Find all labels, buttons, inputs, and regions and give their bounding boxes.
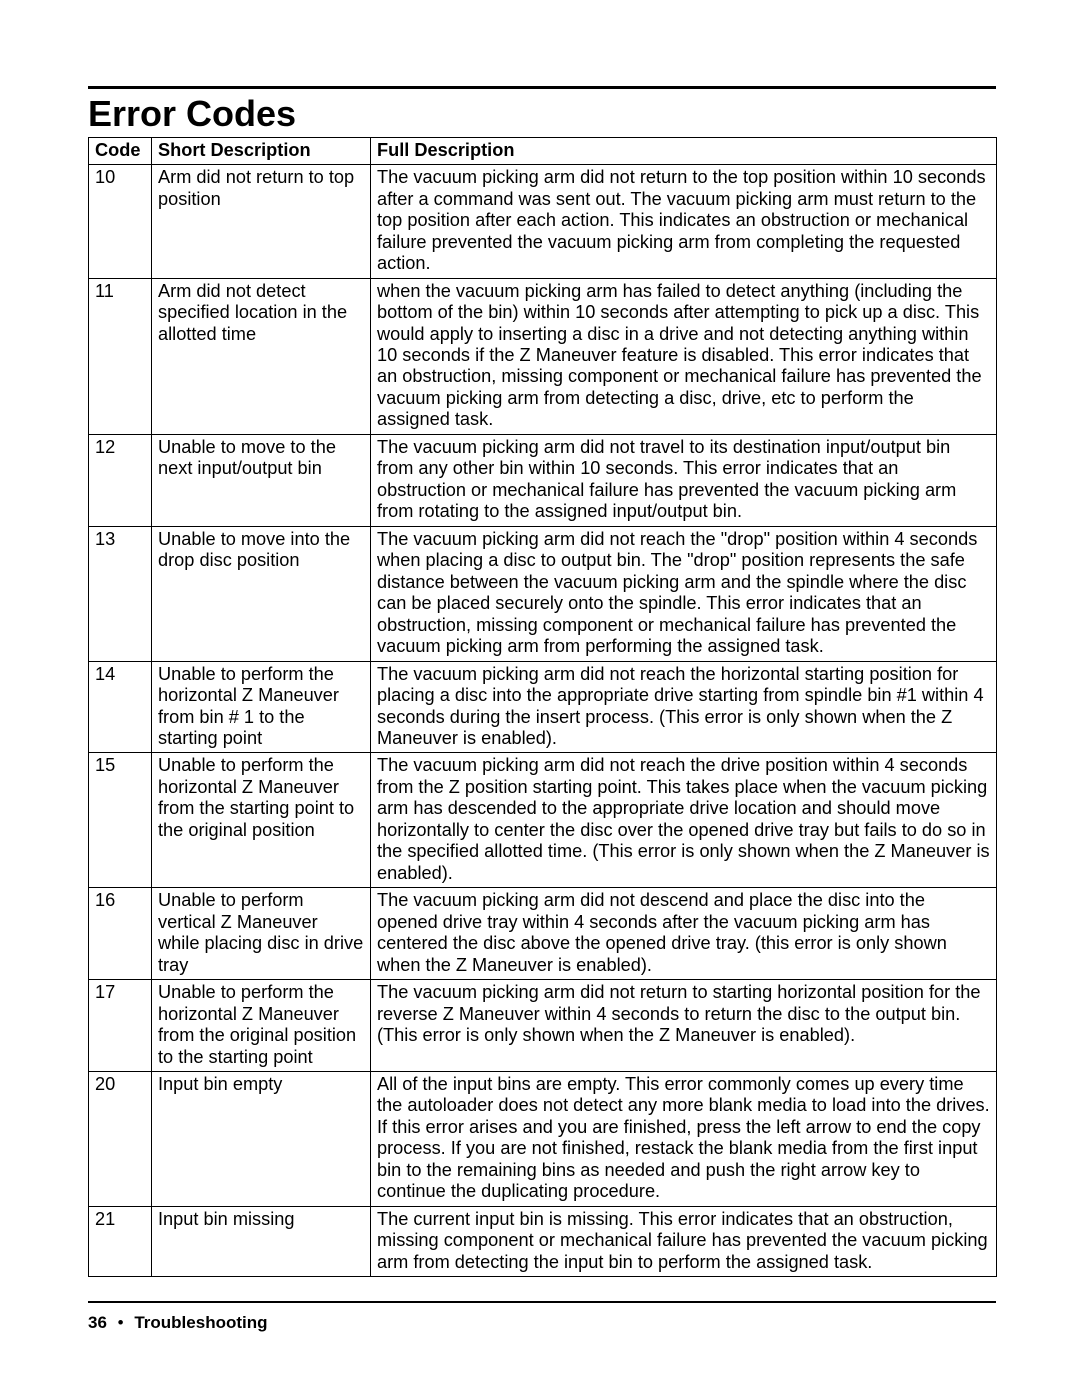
page-title: Error Codes bbox=[88, 95, 996, 133]
cell-short: Unable to perform the horizontal Z Maneu… bbox=[152, 661, 371, 753]
cell-full: All of the input bins are empty. This er… bbox=[371, 1072, 997, 1207]
table-row: 12 Unable to move to the next input/outp… bbox=[89, 434, 997, 526]
table-row: 21 Input bin missing The current input b… bbox=[89, 1206, 997, 1276]
table-header-row: Code Short Description Full Description bbox=[89, 137, 997, 164]
footer-rule bbox=[88, 1301, 996, 1303]
cell-code: 14 bbox=[89, 661, 152, 753]
col-header-full: Full Description bbox=[371, 137, 997, 164]
cell-full: The vacuum picking arm did not travel to… bbox=[371, 434, 997, 526]
cell-code: 20 bbox=[89, 1072, 152, 1207]
footer-text: 36 • Troubleshooting bbox=[88, 1313, 996, 1333]
cell-code: 15 bbox=[89, 753, 152, 888]
footer-page-number: 36 bbox=[88, 1313, 107, 1332]
footer-section: Troubleshooting bbox=[134, 1313, 267, 1332]
cell-code: 21 bbox=[89, 1206, 152, 1276]
cell-full: The vacuum picking arm did not return to… bbox=[371, 980, 997, 1072]
cell-short: Arm did not return to top position bbox=[152, 165, 371, 278]
cell-short: Input bin missing bbox=[152, 1206, 371, 1276]
cell-short: Unable to perform the horizontal Z Maneu… bbox=[152, 980, 371, 1072]
table-row: 11 Arm did not detect specified location… bbox=[89, 278, 997, 434]
cell-full: The vacuum picking arm did not reach the… bbox=[371, 526, 997, 661]
cell-full: The current input bin is missing. This e… bbox=[371, 1206, 997, 1276]
page-footer: 36 • Troubleshooting bbox=[88, 1301, 996, 1333]
col-header-code: Code bbox=[89, 137, 152, 164]
table-row: 16 Unable to perform vertical Z Maneuver… bbox=[89, 888, 997, 980]
footer-bullet-icon: • bbox=[112, 1313, 130, 1332]
cell-short: Unable to move into the drop disc positi… bbox=[152, 526, 371, 661]
cell-short: Arm did not detect specified location in… bbox=[152, 278, 371, 434]
cell-code: 16 bbox=[89, 888, 152, 980]
cell-short: Unable to perform the horizontal Z Maneu… bbox=[152, 753, 371, 888]
cell-short: Unable to perform vertical Z Maneuver wh… bbox=[152, 888, 371, 980]
table-row: 10 Arm did not return to top position Th… bbox=[89, 165, 997, 278]
cell-short: Input bin empty bbox=[152, 1072, 371, 1207]
table-row: 15 Unable to perform the horizontal Z Ma… bbox=[89, 753, 997, 888]
cell-code: 12 bbox=[89, 434, 152, 526]
cell-code: 13 bbox=[89, 526, 152, 661]
cell-code: 10 bbox=[89, 165, 152, 278]
page: Error Codes Code Short Description Full … bbox=[0, 0, 1080, 1397]
content-area: Error Codes Code Short Description Full … bbox=[88, 86, 996, 1277]
error-codes-table: Code Short Description Full Description … bbox=[88, 137, 997, 1277]
cell-full: The vacuum picking arm did not descend a… bbox=[371, 888, 997, 980]
col-header-short: Short Description bbox=[152, 137, 371, 164]
cell-full: The vacuum picking arm did not return to… bbox=[371, 165, 997, 278]
table-row: 14 Unable to perform the horizontal Z Ma… bbox=[89, 661, 997, 753]
top-rule bbox=[88, 86, 996, 89]
table-row: 13 Unable to move into the drop disc pos… bbox=[89, 526, 997, 661]
cell-full: when the vacuum picking arm has failed t… bbox=[371, 278, 997, 434]
cell-short: Unable to move to the next input/output … bbox=[152, 434, 371, 526]
table-row: 17 Unable to perform the horizontal Z Ma… bbox=[89, 980, 997, 1072]
cell-full: The vacuum picking arm did not reach the… bbox=[371, 661, 997, 753]
table-row: 20 Input bin empty All of the input bins… bbox=[89, 1072, 997, 1207]
cell-full: The vacuum picking arm did not reach the… bbox=[371, 753, 997, 888]
cell-code: 17 bbox=[89, 980, 152, 1072]
cell-code: 11 bbox=[89, 278, 152, 434]
